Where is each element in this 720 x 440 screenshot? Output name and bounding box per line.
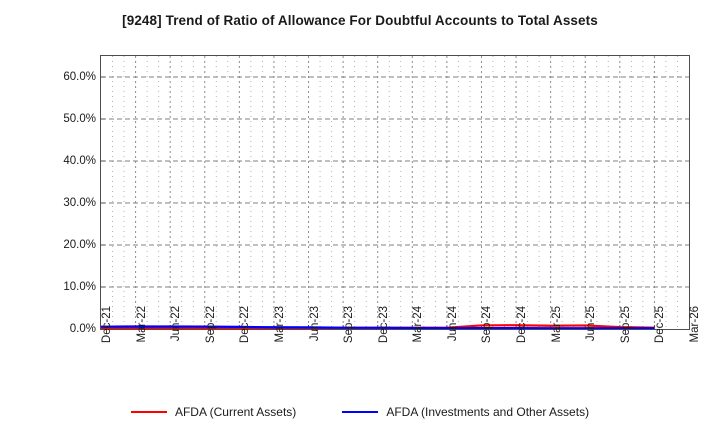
y-tick-label: 0.0% [69,323,96,335]
legend-entry[interactable]: AFDA (Current Assets) [130,405,297,419]
vertical-gridlines [112,56,678,329]
series-line-2 [101,325,655,329]
x-tick-label: Sep-22 [204,306,217,344]
series-lines [101,324,655,329]
y-tick-label: 20.0% [63,239,96,251]
legend-entry[interactable]: AFDA (Investments and Other Assets) [342,405,589,419]
legend-color-swatch [342,411,379,413]
legend-color-swatch [130,411,167,413]
y-tick-label: 40.0% [63,155,96,167]
x-tick-label: Dec-25 [654,306,667,344]
x-tick-label: Mar-26 [689,306,701,343]
x-tick-label: Jun-24 [446,306,459,342]
x-tick-label: Mar-25 [550,306,563,343]
horizontal-gridlines [101,76,689,329]
chart-legend: AFDA (Current Assets) AFDA (Investments a… [0,405,720,419]
x-tick-label: Jun-22 [170,306,183,342]
y-axis-tick-labels: 0.0% 10.0% 20.0% 30.0% 40.0% 50.0% 60.0% [0,0,96,440]
x-tick-label: Mar-23 [273,306,286,343]
legend-label: AFDA (Current Assets) [174,405,297,419]
x-tick-label: Mar-24 [412,306,425,343]
x-tick-label: Dec-21 [101,306,113,344]
x-tick-label: Dec-22 [239,306,252,344]
y-tick-label: 50.0% [63,113,96,125]
x-tick-label: Dec-23 [377,306,390,344]
chart-title: [9248] Trend of Ratio of Allowance For D… [122,13,598,28]
legend-label: AFDA (Investments and Other Assets) [386,405,590,419]
y-tick-label: 10.0% [63,281,96,293]
x-tick-label: Sep-25 [619,306,632,344]
y-tick-label: 30.0% [63,197,96,209]
x-tick-label: Dec-24 [516,306,529,344]
x-tick-label: Sep-23 [343,306,356,344]
y-tick-label: 60.0% [63,71,96,83]
x-tick-label: Mar-22 [135,306,148,343]
plot-area [100,55,690,330]
x-tick-label: Jun-23 [308,306,321,342]
x-tick-label: Sep-24 [481,306,494,344]
x-tick-label: Jun-25 [585,306,598,342]
plot-svg [101,56,689,329]
